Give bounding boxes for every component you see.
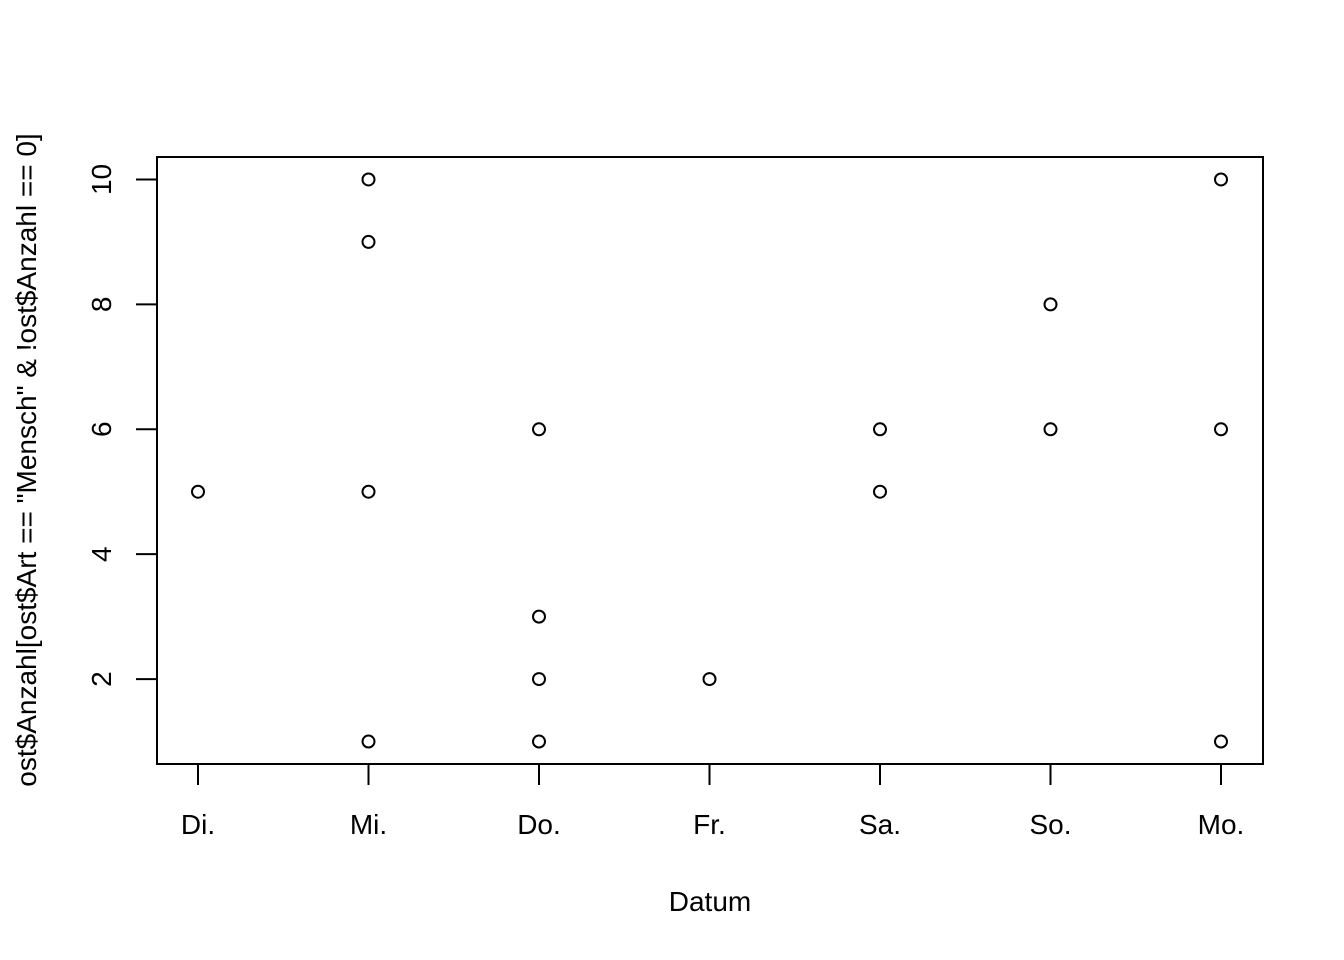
y-tick-label: 2 <box>86 671 117 687</box>
y-tick-label: 8 <box>86 297 117 313</box>
x-tick-label: Sa. <box>859 809 901 840</box>
x-axis-title: Datum <box>669 886 751 917</box>
data-point <box>361 734 376 749</box>
data-point <box>1214 422 1228 437</box>
y-axis-title: ost$Anzahl[ost$Art == "Mensch" & !ost$An… <box>11 133 42 786</box>
data-point <box>702 672 717 687</box>
data-point <box>361 172 376 187</box>
y-tick-label: 4 <box>86 546 117 562</box>
data-point <box>532 422 546 437</box>
x-tick-label: Do. <box>517 809 561 840</box>
data-point <box>1214 734 1228 749</box>
data-point <box>1214 172 1228 187</box>
data-point <box>873 422 887 437</box>
data-point <box>532 672 546 687</box>
x-axis: Di. Mi. Do. Fr. Sa. So. Mo. <box>181 764 1244 840</box>
y-tick-label: 10 <box>86 164 117 195</box>
data-point <box>532 734 546 749</box>
data-point <box>532 609 546 624</box>
data-point <box>1043 297 1058 312</box>
data-points <box>191 172 1228 749</box>
data-point <box>361 234 376 249</box>
x-tick-label: Mi. <box>350 809 387 840</box>
x-tick-label: Fr. <box>693 809 726 840</box>
x-tick-label: So. <box>1029 809 1071 840</box>
data-point <box>1043 422 1058 437</box>
y-axis: 2 4 6 8 10 <box>86 164 158 687</box>
data-point <box>191 484 205 499</box>
data-point <box>873 484 887 499</box>
y-tick-label: 6 <box>86 421 117 437</box>
data-point <box>361 484 376 499</box>
x-tick-label: Di. <box>181 809 215 840</box>
x-tick-label: Mo. <box>1198 809 1245 840</box>
